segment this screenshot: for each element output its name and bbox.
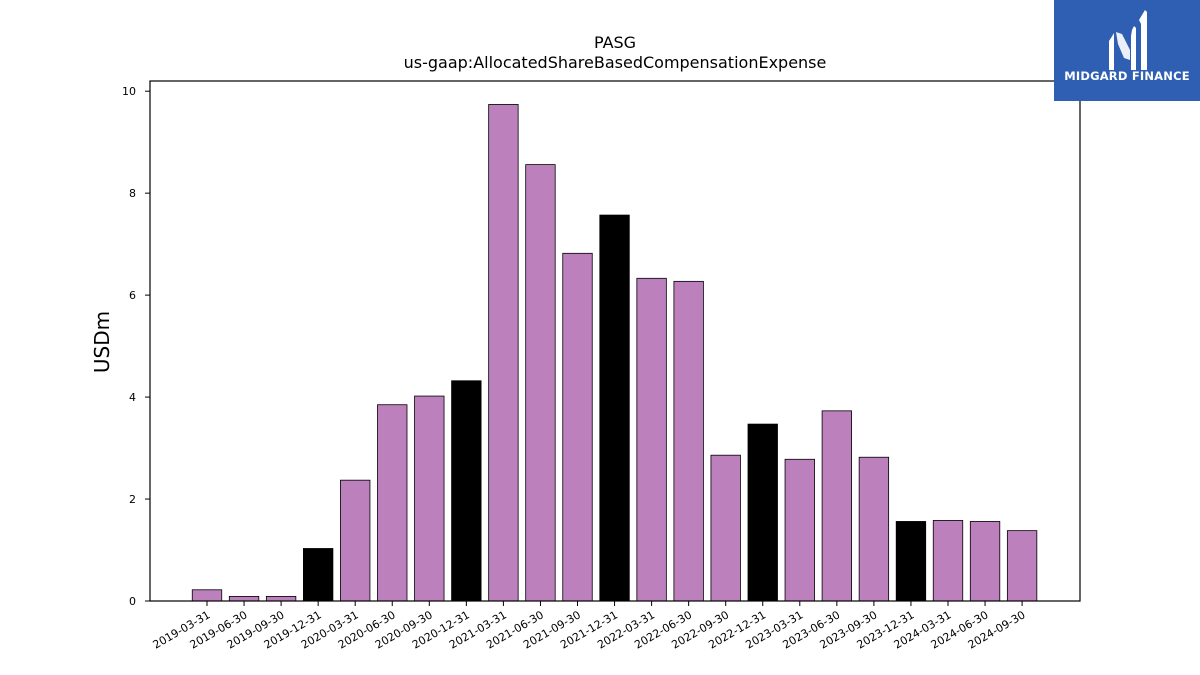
- bar-2021-03-31: [488, 104, 519, 602]
- bars-group: [191, 104, 1038, 602]
- bar-2023-12-31: [895, 521, 927, 602]
- bar-2021-09-30: [562, 252, 593, 602]
- x-axis: 2019-03-312019-06-302019-09-302019-12-31…: [151, 601, 1028, 652]
- y-tick-label: 6: [129, 289, 136, 302]
- bar-2022-06-30: [673, 280, 704, 602]
- bar-2019-06-30: [228, 596, 260, 602]
- bar-2022-03-31: [636, 277, 667, 602]
- chart-title: PASG: [594, 33, 636, 52]
- brand-logo: MIDGARD FINANCE: [1054, 0, 1200, 101]
- bar-2023-03-31: [784, 458, 815, 602]
- bar-2022-09-30: [710, 454, 741, 602]
- bar-2020-09-30: [414, 395, 445, 602]
- y-tick-label: 10: [122, 85, 136, 98]
- logo-mark-icon: [1109, 10, 1147, 70]
- bar-2024-03-31: [932, 520, 964, 602]
- brand-name: MIDGARD FINANCE: [1064, 69, 1190, 83]
- bar-2024-09-30: [1006, 530, 1038, 602]
- bar-2020-06-30: [377, 404, 408, 602]
- bar-2019-03-31: [191, 589, 223, 602]
- bar-2021-12-31: [599, 214, 630, 602]
- bar-2022-12-31: [747, 423, 778, 602]
- chart-subtitle: us-gaap:AllocatedShareBasedCompensationE…: [404, 53, 827, 72]
- bar-2019-09-30: [265, 596, 297, 602]
- plot-frame: [149, 80, 1081, 602]
- y-axis: 0 2 4 6 8 10: [122, 85, 150, 608]
- y-tick-label: 0: [129, 595, 136, 608]
- y-tick-label: 2: [129, 493, 136, 506]
- bar-2021-06-30: [525, 164, 556, 602]
- y-tick-label: 8: [129, 187, 136, 200]
- bar-2023-06-30: [821, 410, 852, 602]
- bar-2020-03-31: [340, 479, 371, 602]
- bar-2020-12-31: [451, 380, 482, 602]
- y-axis-label: USDm: [90, 311, 114, 373]
- bar-2024-06-30: [969, 521, 1001, 602]
- bar-2023-09-30: [858, 456, 890, 602]
- y-tick-label: 4: [129, 391, 136, 404]
- bar-2019-12-31: [302, 548, 334, 602]
